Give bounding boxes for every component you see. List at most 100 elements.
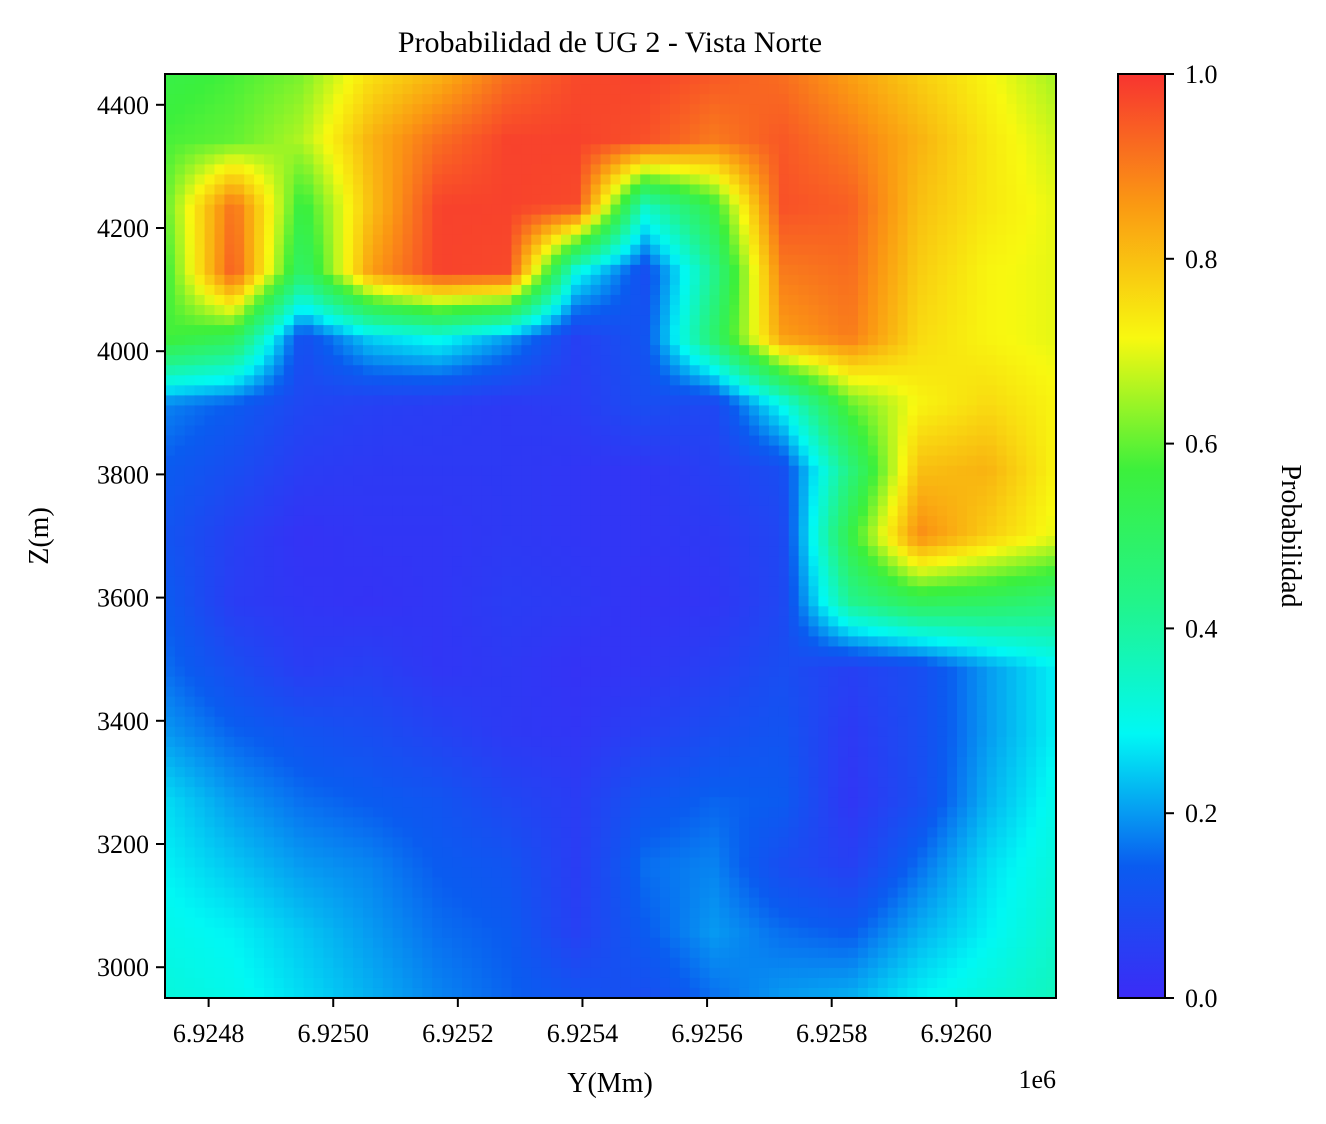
heatmap-cell xyxy=(412,114,423,125)
heatmap-cell xyxy=(986,164,998,176)
heatmap-cell xyxy=(392,596,404,607)
heatmap-cell xyxy=(343,415,354,427)
heatmap-cell xyxy=(660,274,671,286)
heatmap-cell xyxy=(392,345,404,356)
heatmap-cell xyxy=(194,405,206,417)
heatmap-cell xyxy=(709,485,720,497)
heatmap-cell xyxy=(917,335,928,346)
heatmap-cell xyxy=(759,495,770,507)
heatmap-cell xyxy=(511,626,522,638)
heatmap-cell xyxy=(858,154,869,165)
heatmap-cell xyxy=(174,254,186,266)
heatmap-cell xyxy=(699,495,711,507)
heatmap-cell xyxy=(996,124,1008,135)
heatmap-cell xyxy=(174,294,186,306)
heatmap-cell xyxy=(986,455,998,467)
heatmap-cell xyxy=(927,425,938,437)
heatmap-cell xyxy=(600,556,612,567)
heatmap-cell xyxy=(372,616,384,627)
heatmap-cell xyxy=(570,224,582,236)
heatmap-cell xyxy=(858,144,869,155)
heatmap-cell xyxy=(372,335,384,346)
heatmap-cell xyxy=(1046,475,1056,487)
heatmap-cell xyxy=(511,254,522,266)
heatmap-cell xyxy=(165,244,176,256)
heatmap-cell xyxy=(293,515,305,527)
heatmap-cell xyxy=(947,475,958,487)
heatmap-cell xyxy=(600,425,612,437)
heatmap-cell xyxy=(1016,546,1027,557)
heatmap-cell xyxy=(679,174,691,186)
heatmap-cell xyxy=(353,465,364,477)
heatmap-cell xyxy=(897,606,909,617)
heatmap-cell xyxy=(491,485,503,497)
heatmap-cell xyxy=(640,525,651,537)
heatmap-cell xyxy=(561,546,572,557)
heatmap-cell xyxy=(808,365,819,376)
heatmap-cell xyxy=(858,566,869,577)
heatmap-cell xyxy=(590,184,602,196)
heatmap-cell xyxy=(788,224,800,236)
heatmap-cell xyxy=(937,274,948,286)
heatmap-cell xyxy=(432,234,443,246)
heatmap-cell xyxy=(897,556,909,567)
heatmap-cell xyxy=(501,505,513,517)
heatmap-cell xyxy=(491,204,503,216)
heatmap-cell xyxy=(719,174,730,186)
heatmap-cell xyxy=(372,415,384,427)
heatmap-cell xyxy=(432,375,443,386)
heatmap-cell xyxy=(1026,214,1037,226)
heatmap-cell xyxy=(422,74,433,85)
heatmap-cell xyxy=(501,74,513,85)
heatmap-cell xyxy=(600,606,612,617)
heatmap-cell xyxy=(828,395,839,407)
heatmap-cell xyxy=(996,204,1008,216)
heatmap-cell xyxy=(630,224,641,236)
heatmap-cell xyxy=(729,274,740,286)
heatmap-cell xyxy=(927,515,938,527)
heatmap-cell xyxy=(877,204,889,216)
heatmap-cell xyxy=(551,204,562,216)
heatmap-cell xyxy=(966,525,978,537)
heatmap-cell xyxy=(897,204,909,216)
heatmap-cell xyxy=(1036,576,1047,587)
heatmap-cell xyxy=(808,224,819,236)
heatmap-cell xyxy=(254,325,265,336)
heatmap-cell xyxy=(333,546,344,557)
heatmap-cell xyxy=(1006,184,1017,196)
heatmap-cell xyxy=(452,144,463,155)
heatmap-cell xyxy=(471,515,483,527)
heatmap-cell xyxy=(452,254,463,266)
heatmap-cell xyxy=(372,345,384,356)
heatmap-cell xyxy=(590,445,602,457)
heatmap-cell xyxy=(323,284,334,296)
heatmap-cell xyxy=(590,74,602,85)
heatmap-cell xyxy=(828,485,839,497)
heatmap-cell xyxy=(709,335,720,346)
heatmap-cell xyxy=(927,495,938,507)
heatmap-cell xyxy=(481,475,493,487)
heatmap-cell xyxy=(382,144,394,155)
heatmap-cell xyxy=(531,124,542,135)
heatmap-cell xyxy=(590,284,602,296)
heatmap-cell xyxy=(759,606,770,617)
heatmap-cell xyxy=(244,415,255,427)
heatmap-cell xyxy=(1026,415,1037,427)
heatmap-cell xyxy=(768,144,780,155)
heatmap-cell xyxy=(640,566,651,577)
heatmap-cell xyxy=(927,525,938,537)
heatmap-cell xyxy=(224,345,235,356)
heatmap-cell xyxy=(947,284,958,296)
heatmap-cell xyxy=(937,345,948,356)
heatmap-cell xyxy=(729,586,740,597)
heatmap-cell xyxy=(709,264,720,276)
heatmap-cell xyxy=(749,315,760,326)
heatmap-cell xyxy=(402,365,414,376)
heatmap-cell xyxy=(372,164,384,176)
heatmap-cell xyxy=(947,194,958,206)
heatmap-cell xyxy=(848,425,859,437)
heatmap-cell xyxy=(254,385,265,396)
heatmap-cell xyxy=(452,345,463,356)
heatmap-cell xyxy=(986,415,998,427)
heatmap-cell xyxy=(214,284,225,296)
